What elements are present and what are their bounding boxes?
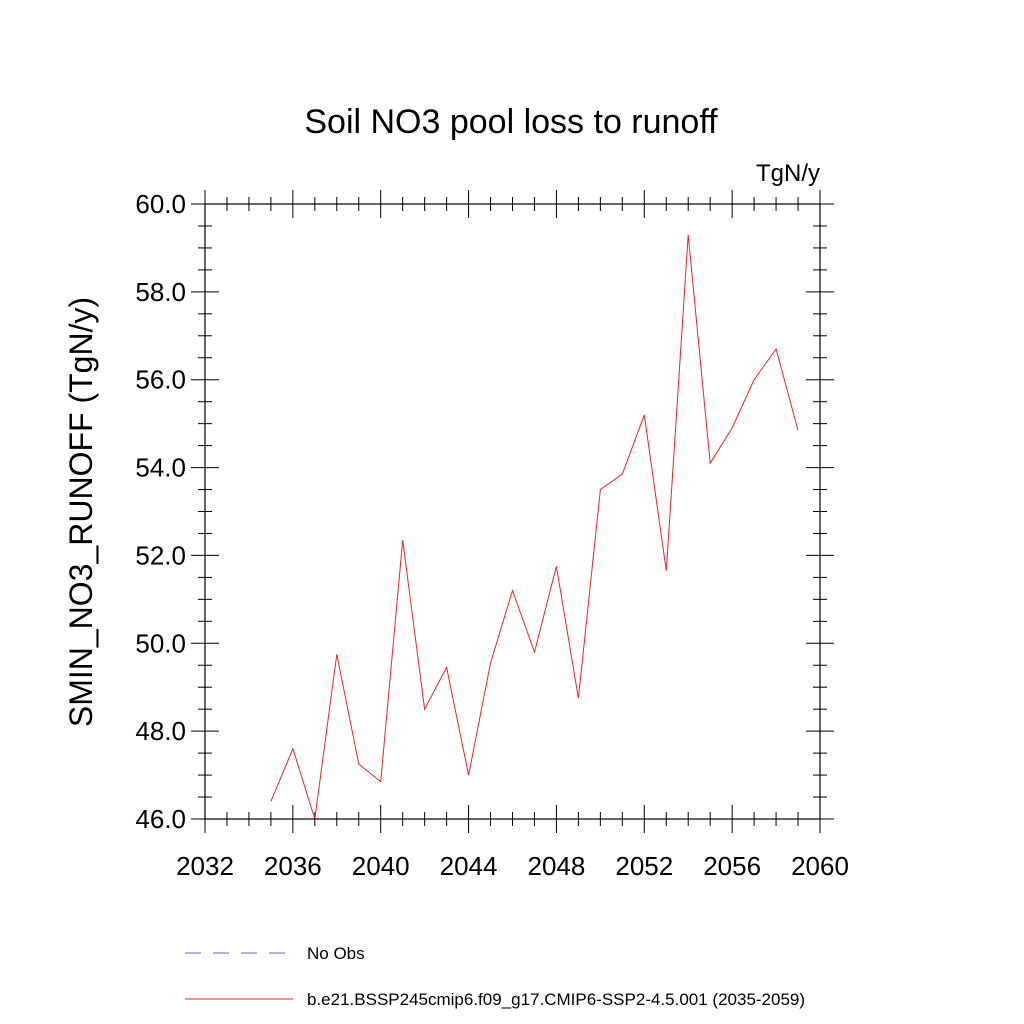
y-tick-label: 52.0 <box>135 540 186 570</box>
y-tick-label: 54.0 <box>135 453 186 483</box>
y-tick-label: 56.0 <box>135 365 186 395</box>
y-tick-label: 46.0 <box>135 804 186 834</box>
y-tick-label: 50.0 <box>135 628 186 658</box>
y-tick-label: 60.0 <box>135 189 186 219</box>
units-label: TgN/y <box>756 160 820 187</box>
y-axis-label: SMIN_NO3_RUNOFF (TgN/y) <box>63 297 99 727</box>
x-tick-label: 2044 <box>440 851 498 881</box>
series-line-0 <box>270 234 799 820</box>
x-tick-label: 2060 <box>791 851 849 881</box>
y-tick-label: 58.0 <box>135 277 186 307</box>
tick-labels: 46.0 48.0 50.0 52.0 54.0 56.0 58.0 60.0 2032 2036… <box>135 189 849 881</box>
chart-title: Soil NO3 pool loss to runoff <box>304 103 718 141</box>
x-tick-label: 2048 <box>528 851 586 881</box>
y-tick-label: 48.0 <box>135 716 186 746</box>
legend-label-model-run: b.e21.BSSP245cmip6.f09_g17.CMIP6-SSP2-4.… <box>307 990 805 1009</box>
x-tick-label: 2056 <box>703 851 761 881</box>
x-tick-label: 2036 <box>264 851 322 881</box>
plot-frame <box>204 203 821 820</box>
legend: No Obs b.e21.BSSP245cmip6.f09_g17.CMIP6-… <box>185 944 805 1009</box>
legend-label-no-obs: No Obs <box>307 944 365 963</box>
x-tick-label: 2040 <box>352 851 410 881</box>
x-tick-label: 2052 <box>615 851 673 881</box>
x-tick-label: 2032 <box>176 851 234 881</box>
axis-ticks <box>191 190 834 833</box>
series-layer <box>270 234 799 820</box>
